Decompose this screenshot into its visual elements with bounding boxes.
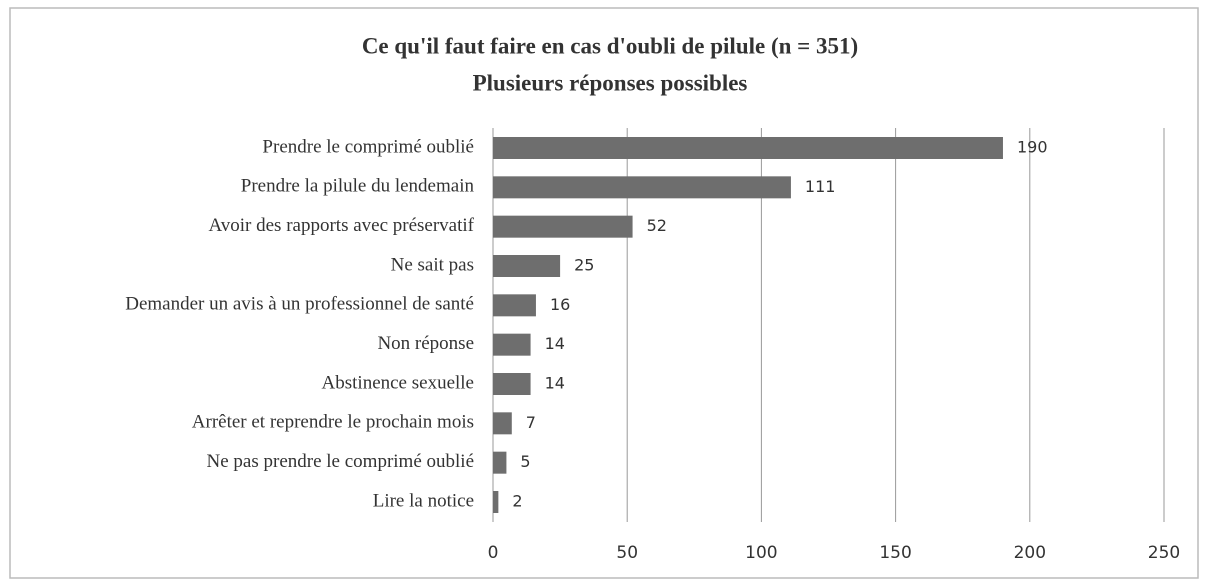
chart-subtitle: Plusieurs réponses possibles (473, 70, 748, 95)
chart-title: Ce qu'il faut faire en cas d'oubli de pi… (362, 33, 858, 58)
value-label: 14 (545, 374, 565, 393)
bar (493, 491, 499, 513)
value-label: 2 (512, 492, 522, 511)
value-label: 14 (545, 334, 565, 353)
y-tick-label: Prendre le comprimé oublié (262, 136, 474, 157)
bar (493, 215, 633, 238)
value-label: 7 (526, 413, 536, 432)
bar (493, 137, 1003, 159)
y-tick-label: Abstinence sexuelle (322, 372, 474, 393)
y-tick-label: Lire la notice (373, 490, 474, 511)
bar (493, 412, 512, 435)
value-label: 25 (574, 256, 594, 275)
x-tick-label: 200 (1014, 543, 1046, 563)
y-tick-label: Demander un avis à un professionnel de s… (125, 294, 474, 315)
x-tick-label: 0 (488, 543, 499, 563)
value-label: 16 (550, 295, 570, 314)
bar (493, 333, 531, 356)
y-tick-label: Non réponse (377, 333, 474, 354)
y-tick-label: Avoir des rapports avec préservatif (208, 215, 474, 236)
bar (493, 255, 561, 277)
x-tick-label: 250 (1148, 543, 1180, 563)
x-tick-label: 100 (745, 543, 777, 563)
x-tick-label: 150 (879, 543, 911, 563)
value-label: 5 (520, 452, 530, 471)
value-label: 190 (1017, 138, 1048, 157)
y-tick-label: Ne pas prendre le comprimé oublié (207, 451, 474, 472)
y-tick-label: Arrêter et reprendre le prochain mois (192, 412, 474, 433)
bar (493, 176, 791, 199)
y-tick-label: Prendre la pilule du lendemain (241, 176, 475, 197)
x-tick-label: 50 (616, 543, 638, 563)
value-label: 111 (805, 177, 836, 196)
bar (493, 373, 531, 395)
y-tick-label: Ne sait pas (391, 254, 474, 275)
value-label: 52 (647, 216, 667, 235)
bar (493, 294, 536, 317)
chart-frame (9, 7, 1199, 579)
bar (493, 451, 507, 474)
